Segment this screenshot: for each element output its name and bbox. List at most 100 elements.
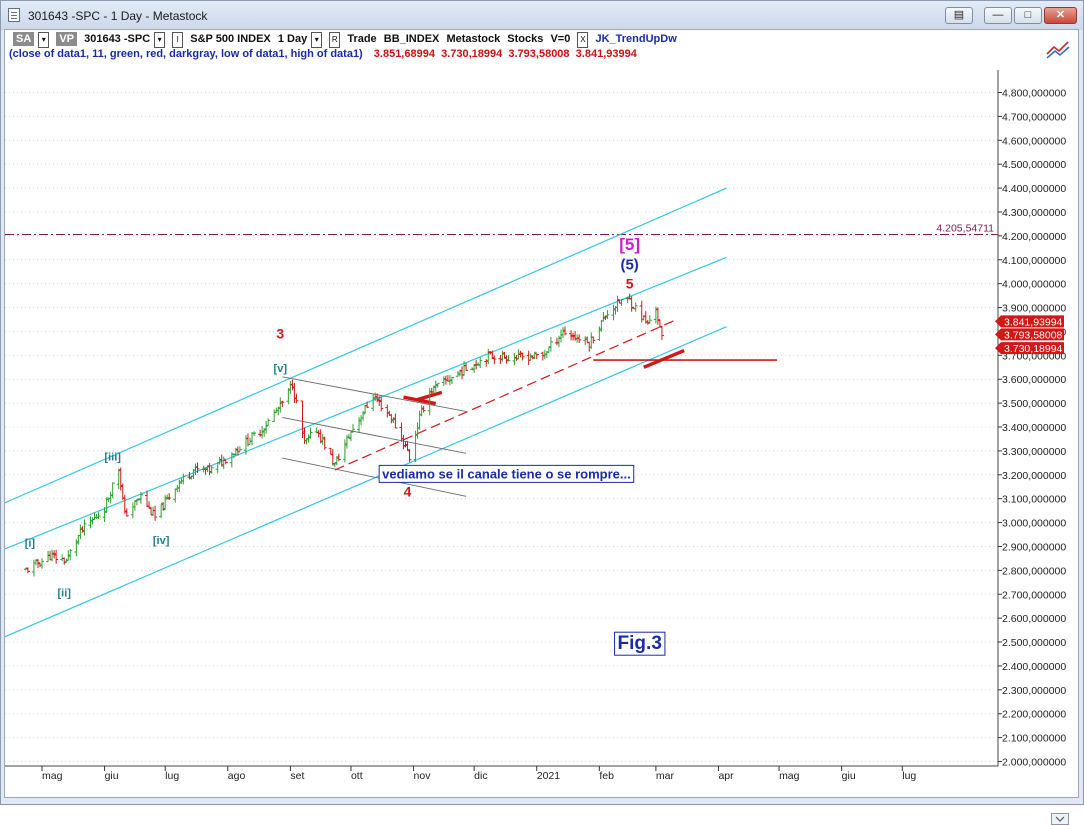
y-tick-label: 2.800,000000 bbox=[1002, 565, 1066, 577]
ohlc-bar bbox=[506, 355, 511, 362]
ohlc-bar bbox=[449, 376, 454, 385]
ohlc-bar bbox=[336, 453, 341, 462]
ohlc-bar bbox=[82, 519, 87, 536]
ohlc-bar bbox=[605, 310, 610, 320]
ohlc-bar bbox=[350, 424, 355, 433]
ohlc-bar bbox=[252, 431, 257, 437]
channel-line bbox=[5, 256, 727, 550]
i-button[interactable]: I bbox=[172, 32, 184, 48]
x-tick-label: ago bbox=[228, 770, 246, 782]
ohlc-bar bbox=[492, 355, 497, 365]
x-button[interactable]: X bbox=[577, 32, 589, 48]
y-tick-label: 2.700,000000 bbox=[1002, 589, 1066, 601]
legend-value-2: 3.730,18994 bbox=[441, 48, 503, 60]
indicator-legend: (close of data1, 11, green, red, darkgra… bbox=[9, 48, 637, 60]
ohlc-bar bbox=[209, 465, 214, 474]
wave-label: [iii] bbox=[104, 451, 121, 463]
symbol-dropdown-icon[interactable]: ▾ bbox=[154, 32, 166, 48]
ohlc-bar bbox=[40, 558, 44, 569]
y-tick-label: 4.400,000000 bbox=[1002, 183, 1066, 195]
wave-label: [v] bbox=[274, 363, 288, 375]
ohlc-bar bbox=[221, 456, 226, 470]
ohlc-bar bbox=[435, 382, 440, 388]
wave-label: [ii] bbox=[57, 588, 71, 600]
ohlc-bar bbox=[464, 362, 469, 372]
ohlc-bar bbox=[655, 307, 660, 325]
wave-label: 3 bbox=[276, 326, 284, 342]
ohlc-bar bbox=[54, 549, 59, 564]
title-bar[interactable]: 301643 -SPC - 1 Day - Metastock ▤ — □ ✕ bbox=[1, 1, 1083, 30]
ohlc-bar bbox=[25, 567, 30, 574]
r-button[interactable]: R bbox=[329, 32, 341, 48]
x-tick-label: mar bbox=[656, 770, 675, 782]
ohlc-bar bbox=[365, 401, 370, 409]
ohlc-bar bbox=[64, 558, 69, 563]
x-tick-label: lug bbox=[165, 770, 179, 782]
ohlc-bar bbox=[591, 336, 596, 344]
indicator-label[interactable]: JK_TrendUpDw bbox=[595, 33, 677, 45]
maximize-button[interactable]: □ bbox=[1014, 7, 1042, 24]
vp-button[interactable]: VP bbox=[56, 32, 78, 46]
trade-label: Trade bbox=[347, 33, 377, 45]
ohlc-bar bbox=[280, 400, 285, 408]
y-tick-label: 4.500,000000 bbox=[1002, 159, 1066, 171]
dashed-trend-line bbox=[334, 320, 675, 471]
minimize-icon: — bbox=[992, 9, 1004, 21]
restore-layout-button[interactable]: ▤ bbox=[945, 7, 973, 24]
instrument-label: S&P 500 INDEX bbox=[190, 33, 271, 45]
ohlc-bar bbox=[532, 351, 537, 360]
y-tick-label: 3.600,000000 bbox=[1002, 374, 1066, 386]
y-tick-label: 2.100,000000 bbox=[1002, 733, 1066, 745]
annotation-box bbox=[378, 464, 635, 483]
x-tick-label: lug bbox=[902, 770, 916, 782]
chart-header: SA ▾ VP 301643 -SPC ▾ I S&P 500 INDEX 1 Da… bbox=[13, 32, 681, 48]
y-tick-label: 3.300,000000 bbox=[1002, 446, 1066, 458]
sa-button[interactable]: SA bbox=[13, 32, 35, 46]
close-button[interactable]: ✕ bbox=[1044, 7, 1077, 24]
annotation-box bbox=[614, 631, 666, 656]
y-tick-label: 4.700,000000 bbox=[1002, 111, 1066, 123]
ohlc-bar bbox=[308, 427, 313, 439]
ohlc-bar bbox=[110, 482, 115, 499]
ohlc-bar bbox=[548, 336, 553, 352]
ohlc-bar bbox=[407, 449, 412, 463]
ohlc-bar bbox=[223, 459, 228, 465]
minimize-button[interactable]: — bbox=[984, 7, 1012, 24]
ohlc-bar bbox=[577, 334, 582, 344]
ohlc-bar bbox=[322, 436, 327, 450]
ohlc-bar bbox=[153, 505, 158, 521]
ohlc-bar bbox=[361, 410, 366, 421]
x-tick-label: giu bbox=[842, 770, 856, 782]
price-chart[interactable]: 4.800,000000 4.700,000000 4.600,000000 4.50… bbox=[0, 0, 1084, 805]
x-tick-label: mag bbox=[42, 770, 63, 782]
last-value-badge bbox=[995, 328, 1064, 341]
y-tick-label: 4.800,000000 bbox=[1002, 88, 1066, 100]
x-tick-label: set bbox=[290, 770, 304, 782]
window-list-icon: ▤ bbox=[953, 9, 965, 21]
trend-tool-icon[interactable] bbox=[1045, 38, 1071, 60]
y-tick-label: 3.500,000000 bbox=[1002, 398, 1066, 410]
ohlc-bar bbox=[264, 421, 269, 434]
last-value-badge bbox=[995, 342, 1064, 355]
ohlc-bar bbox=[147, 501, 152, 509]
symbol-label: 301643 -SPC bbox=[84, 33, 151, 45]
scroll-corner-icon[interactable] bbox=[1051, 813, 1069, 825]
y-tick-label: 4.100,000000 bbox=[1002, 255, 1066, 267]
ohlc-bar bbox=[421, 405, 426, 413]
ohlc-bar bbox=[534, 353, 539, 360]
ohlc-bar bbox=[379, 396, 384, 412]
sa-dropdown-icon[interactable]: ▾ bbox=[38, 32, 50, 48]
period-dropdown-icon[interactable]: ▾ bbox=[311, 32, 323, 48]
y-tick-label: 4.300,000000 bbox=[1002, 207, 1066, 219]
vendor-label: Metastock bbox=[446, 33, 501, 45]
y-tick-label: 4.000,000000 bbox=[1002, 279, 1066, 291]
ohlc-bar bbox=[62, 557, 67, 565]
y-tick-label: 2.600,000000 bbox=[1002, 613, 1066, 625]
y-tick-label: 3.000,000000 bbox=[1002, 518, 1066, 530]
correction-channel-line bbox=[282, 376, 467, 412]
period-label: 1 Day bbox=[277, 33, 308, 45]
last-value-label: 3.793,58008 bbox=[1004, 329, 1063, 341]
y-tick-label: 3.900,000000 bbox=[1002, 303, 1066, 315]
x-tick-label: giu bbox=[105, 770, 119, 782]
plot-background bbox=[5, 70, 998, 766]
